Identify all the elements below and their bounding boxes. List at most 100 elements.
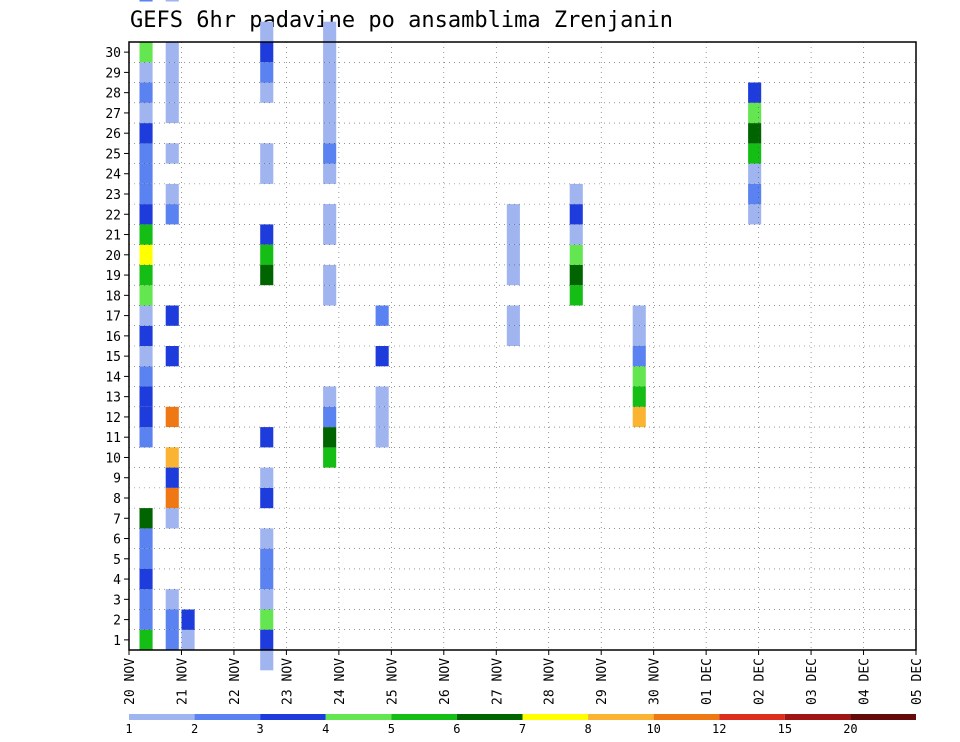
precip-cell: [632, 325, 646, 346]
x-tick-label: 28 NOV: [543, 658, 558, 705]
precip-cell: [748, 183, 762, 205]
precip-cell: [139, 346, 153, 367]
precip-cell: [165, 467, 179, 488]
y-tick-label: 7: [113, 512, 121, 527]
precip-cell: [748, 143, 762, 164]
precip-cell: [506, 305, 520, 326]
precip-cell: [260, 427, 274, 448]
precip-cell: [569, 264, 583, 286]
precip-cell: [139, 285, 153, 306]
precip-cell: [139, 568, 153, 590]
precip-cell: [748, 204, 762, 225]
precip-cell: [323, 21, 337, 42]
y-tick-label: 22: [105, 208, 121, 223]
precip-cell: [260, 467, 274, 488]
precip-cell: [506, 204, 520, 225]
legend-label: 20: [843, 722, 857, 736]
x-axis-ticks: 20 NOV 21 NOV 22 NOV 23 NOV 24 NOV 25 NOV 26 N…: [123, 650, 925, 705]
precip-cell: [139, 163, 153, 184]
chart-title: GEFS 6hr padavine po ansamblima Zrenjani…: [130, 8, 673, 33]
y-tick-label: 8: [113, 492, 121, 507]
x-tick-label: 05 DEC: [910, 658, 925, 705]
precip-cell: [260, 487, 274, 509]
x-tick-label: 04 DEC: [858, 658, 873, 705]
y-tick-label: 1: [113, 634, 121, 649]
precip-cell: [260, 42, 274, 63]
precip-cell: [260, 548, 274, 569]
precip-cell: [748, 163, 762, 184]
precip-cell: [506, 325, 520, 346]
precip-cell: [139, 62, 153, 83]
precip-cell: [323, 386, 337, 407]
y-tick-label: 16: [105, 330, 121, 345]
precip-cell: [506, 224, 520, 245]
precip-cell: [748, 102, 762, 124]
precip-cell: [260, 528, 274, 549]
precip-cell: [375, 427, 389, 448]
y-tick-label: 5: [113, 553, 121, 568]
legend-label: 8: [584, 722, 591, 736]
y-tick-label: 15: [105, 350, 121, 365]
precip-cell: [139, 305, 153, 326]
precip-cell: [375, 305, 389, 326]
precip-cell: [139, 589, 153, 610]
y-tick-label: 23: [105, 188, 121, 203]
precip-cell: [632, 366, 646, 387]
precip-cell: [139, 427, 153, 448]
precip-cell: [260, 21, 274, 42]
precip-cell: [139, 528, 153, 549]
x-tick-label: 29 NOV: [595, 658, 610, 705]
precip-cell: [260, 629, 274, 650]
legend-swatch: [260, 714, 326, 720]
y-tick-label: 28: [105, 87, 121, 102]
precip-cell: [260, 568, 274, 590]
precip-cell: [632, 305, 646, 326]
x-tick-label: 24 NOV: [333, 658, 348, 705]
y-tick-label: 19: [105, 269, 121, 284]
precip-cell: [165, 62, 179, 83]
precip-cell: [632, 386, 646, 407]
legend-swatch: [325, 714, 392, 720]
x-tick-label: 27 NOV: [490, 658, 505, 705]
precip-cell: [139, 609, 153, 630]
legend-label: 4: [322, 722, 329, 736]
precip-cell: [260, 589, 274, 610]
precip-cell: [139, 82, 153, 103]
precip-cell: [260, 82, 274, 103]
legend-label: 1: [125, 722, 132, 736]
precip-cell: [165, 609, 179, 630]
legend-swatch: [653, 714, 720, 720]
precip-cell: [569, 244, 583, 265]
precip-cell: [165, 102, 179, 124]
precipitation-cells: [139, 0, 762, 671]
legend-label: 15: [778, 722, 792, 736]
precip-cell: [165, 346, 179, 367]
precip-cell: [139, 386, 153, 407]
precip-cell: [375, 346, 389, 367]
precip-cell: [139, 224, 153, 245]
precip-cell: [139, 325, 153, 346]
precip-cell: [323, 285, 337, 306]
precip-cell: [506, 244, 520, 265]
y-tick-label: 29: [105, 66, 121, 81]
precip-cell: [323, 123, 337, 144]
x-tick-label: 26 NOV: [438, 658, 453, 705]
precip-cell: [323, 143, 337, 164]
legend-swatch: [588, 714, 654, 720]
y-tick-label: 26: [105, 127, 121, 142]
y-tick-label: 13: [105, 391, 121, 406]
legend-label: 6: [453, 722, 460, 736]
precip-cell: [323, 447, 337, 468]
precip-cell: [375, 406, 389, 428]
precip-cell: [260, 163, 274, 184]
precip-cell: [260, 143, 274, 164]
y-tick-label: 6: [113, 533, 121, 548]
precip-cell: [569, 183, 583, 205]
y-tick-label: 21: [105, 229, 121, 244]
precip-cell: [260, 264, 274, 286]
y-tick-label: 11: [105, 431, 121, 446]
precip-cell: [260, 62, 274, 83]
precip-cell: [139, 102, 153, 124]
precip-cell: [139, 123, 153, 144]
y-tick-label: 17: [105, 310, 121, 325]
